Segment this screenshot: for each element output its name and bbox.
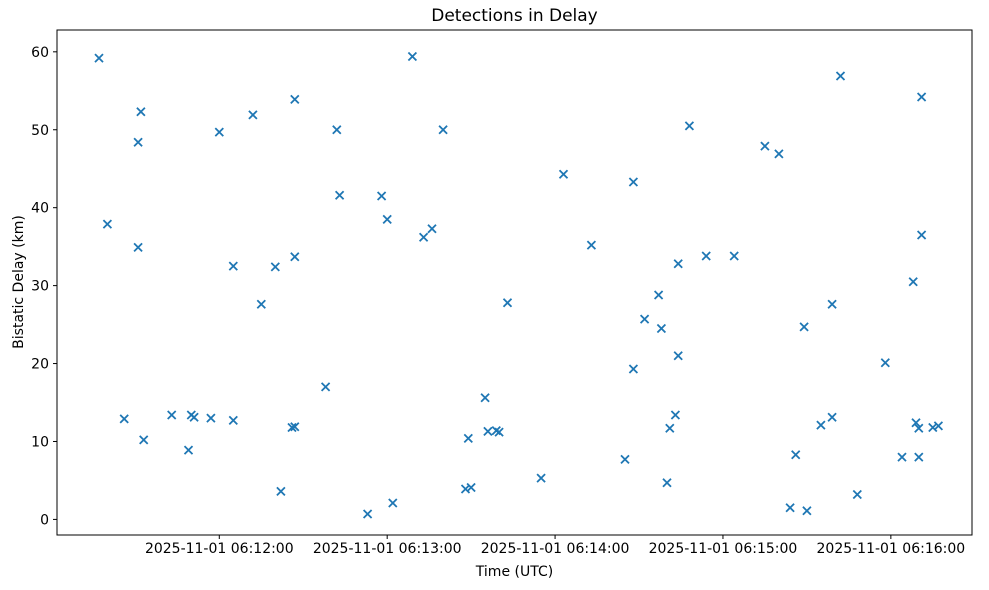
data-point-marker — [933, 421, 944, 431]
data-point-marker — [290, 94, 300, 105]
data-point-marker — [908, 277, 918, 287]
data-point-marker — [228, 415, 238, 426]
data-point-marker — [852, 489, 862, 500]
data-point-marker — [438, 125, 448, 135]
data-point-marker — [729, 251, 739, 261]
data-point-marker — [418, 232, 429, 242]
data-point-marker — [502, 298, 513, 308]
data-point-marker — [320, 382, 331, 392]
data-point-marker — [460, 484, 471, 494]
data-point-marker — [270, 262, 280, 272]
data-point-marker — [673, 259, 683, 269]
data-point-marker — [628, 364, 639, 374]
data-point-marker — [382, 214, 392, 225]
data-point-marker — [774, 149, 784, 159]
data-point-marker — [228, 261, 238, 271]
data-point-marker — [388, 498, 398, 508]
y-tick-label: 30 — [31, 279, 49, 295]
data-point-marker — [639, 314, 650, 324]
y-tick-label: 20 — [31, 357, 49, 373]
data-point-marker — [928, 422, 938, 433]
data-point-marker — [791, 450, 801, 460]
data-point-marker — [206, 413, 216, 423]
data-point-marker — [287, 422, 297, 433]
data-point-marker — [916, 92, 927, 102]
data-point-marker — [880, 358, 890, 368]
data-point-marker — [911, 418, 921, 428]
data-point-marker — [248, 110, 258, 120]
x-tick-label: 2025-11-01 06:15:00 — [649, 541, 798, 557]
data-point-marker — [119, 414, 129, 424]
data-point-marker — [362, 509, 373, 519]
data-point-marker — [785, 503, 795, 513]
chart-title: Detections in Delay — [431, 6, 598, 26]
data-point-marker — [586, 240, 597, 250]
data-point-marker — [94, 53, 104, 63]
data-point-marker — [102, 219, 113, 229]
data-point-marker — [628, 177, 639, 187]
data-point-marker — [835, 71, 846, 81]
data-point-marker — [673, 351, 683, 361]
data-point-marker — [760, 141, 770, 151]
data-point-marker — [167, 410, 177, 420]
data-point-marker — [463, 433, 473, 444]
data-point-marker — [914, 423, 924, 433]
data-point-marker — [214, 127, 224, 137]
data-point-marker — [665, 423, 675, 433]
data-point-marker — [799, 322, 809, 332]
data-point-marker — [816, 420, 826, 430]
y-tick-label: 40 — [31, 201, 49, 217]
data-point-marker — [276, 486, 286, 497]
plot-border — [56, 29, 973, 536]
data-point-marker — [897, 452, 907, 462]
data-point-marker — [494, 427, 504, 437]
data-point-marker — [653, 290, 664, 300]
data-point-marker — [536, 473, 546, 483]
data-point-marker — [827, 412, 837, 422]
x-axis-label: Time (UTC) — [475, 564, 554, 580]
data-point-marker — [558, 169, 569, 179]
y-tick-label: 0 — [40, 512, 49, 528]
data-point-marker — [407, 51, 418, 62]
data-point-marker — [133, 242, 143, 253]
data-point-marker — [139, 435, 149, 445]
data-point-marker — [701, 251, 711, 261]
y-tick-label: 60 — [31, 45, 49, 61]
data-point-marker — [491, 425, 501, 436]
data-point-marker — [684, 121, 695, 131]
data-point-marker — [427, 224, 437, 234]
data-point-marker — [802, 506, 812, 516]
y-tick-label: 50 — [31, 123, 49, 139]
data-point-marker — [136, 107, 146, 117]
data-point-marker — [670, 410, 681, 420]
data-point-marker — [189, 412, 199, 422]
data-point-marker — [256, 299, 266, 309]
data-point-marker — [662, 478, 672, 488]
data-point-marker — [916, 230, 927, 240]
data-point-marker — [656, 323, 667, 334]
y-tick-label: 10 — [31, 434, 49, 450]
data-point-marker — [183, 445, 194, 455]
data-point-marker — [290, 252, 300, 262]
x-tick-label: 2025-11-01 06:16:00 — [817, 541, 966, 557]
data-point-marker — [376, 191, 387, 201]
data-point-marker — [914, 452, 924, 462]
x-tick-label: 2025-11-01 06:13:00 — [313, 541, 462, 557]
x-tick-label: 2025-11-01 06:12:00 — [145, 541, 294, 557]
data-point-marker — [827, 299, 837, 309]
data-point-marker — [466, 482, 476, 493]
data-point-marker — [480, 393, 490, 403]
data-point-marker — [133, 137, 143, 147]
data-point-marker — [290, 422, 300, 432]
data-point-marker — [620, 454, 630, 465]
data-point-marker — [483, 426, 493, 437]
x-tick-label: 2025-11-01 06:14:00 — [481, 541, 630, 557]
data-point-marker — [334, 190, 345, 200]
data-point-marker — [332, 125, 342, 135]
